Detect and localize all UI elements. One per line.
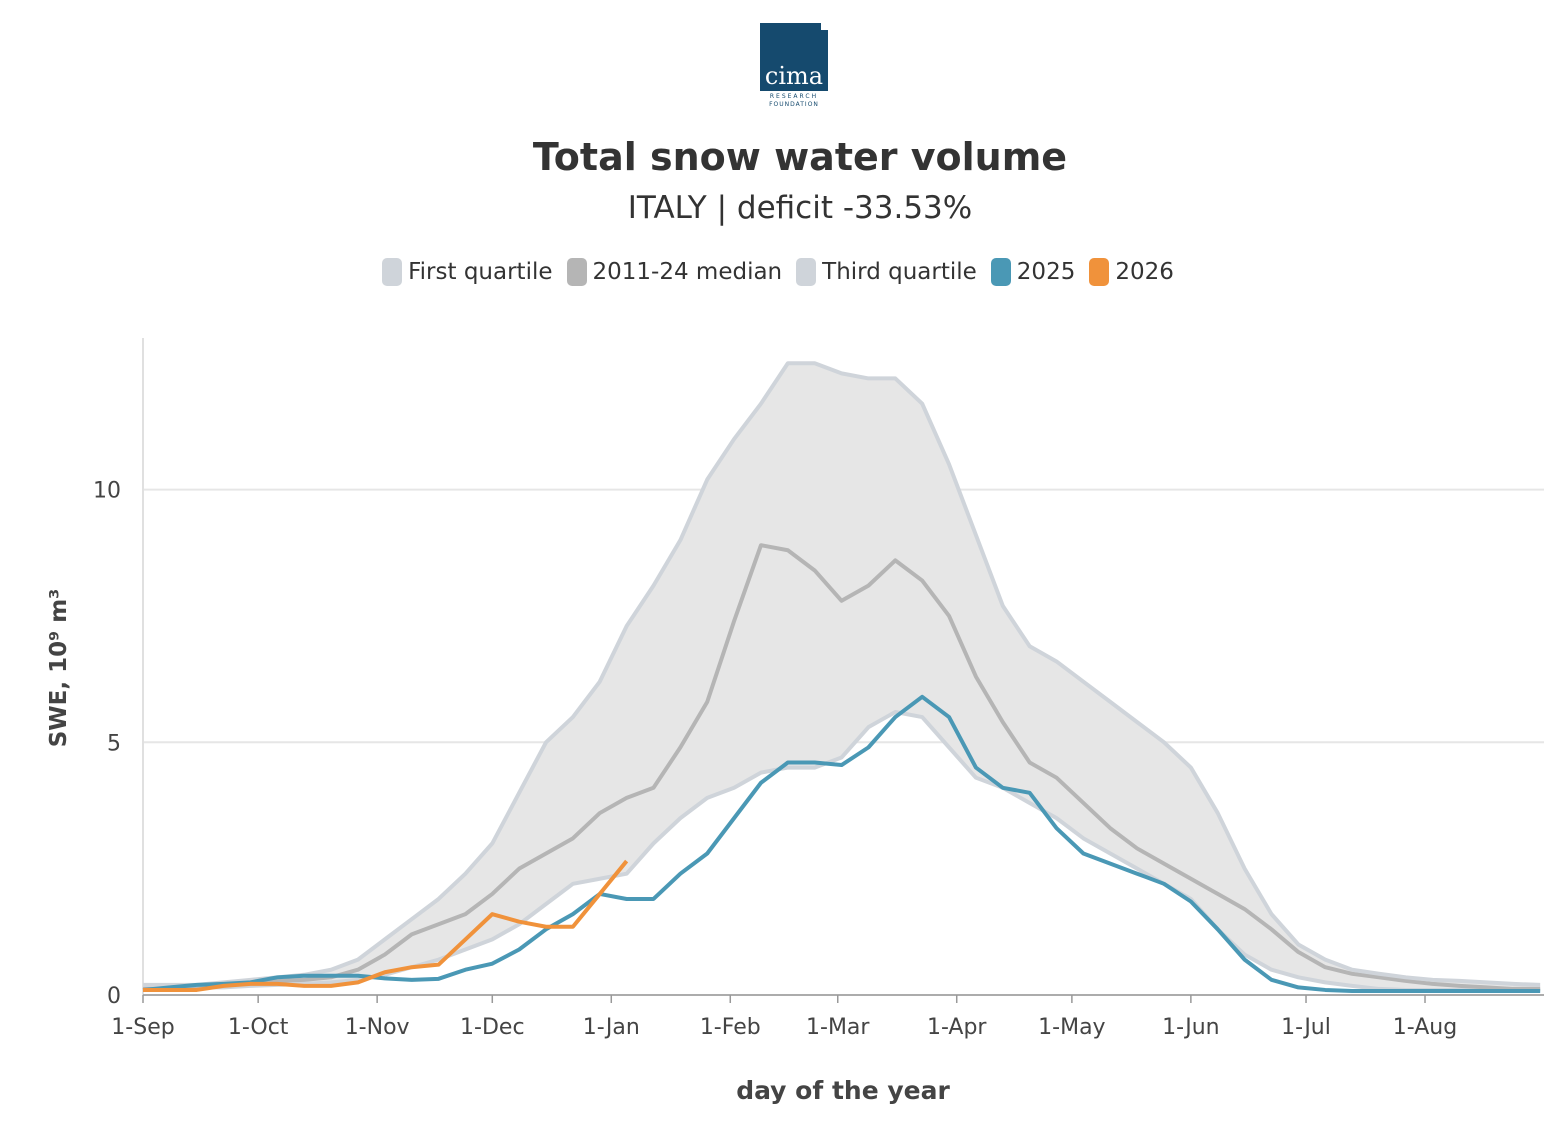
legend-item[interactable]: 2025 — [990, 258, 1076, 286]
x-tick-label: 1-Dec — [460, 1015, 525, 1040]
x-tick-label: 1-Jan — [583, 1015, 640, 1040]
legend-label: First quartile — [408, 259, 553, 285]
legend-label: 2025 — [1016, 259, 1076, 285]
y-tick-label: 10 — [93, 479, 121, 504]
x-axis-label: day of the year — [736, 1076, 950, 1105]
logo-box — [760, 23, 828, 91]
logo-sub: RESEARCH — [770, 93, 818, 100]
x-tick-label: 1-Mar — [806, 1015, 870, 1040]
series-line — [143, 361, 1541, 987]
x-tick-label: 1-Sep — [111, 1015, 174, 1040]
x-tick-label: 1-Feb — [700, 1015, 761, 1040]
y-tick-label: 5 — [107, 731, 121, 756]
chart-title: Total snow water volume — [533, 135, 1067, 179]
legend-label: 2011-24 median — [592, 259, 783, 285]
legend-label: 2026 — [1115, 259, 1174, 285]
y-axis-label: SWE, 10⁹ m³ — [46, 589, 72, 748]
legend-label: Third quartile — [822, 259, 977, 285]
x-tick-label: 1-Oct — [228, 1015, 289, 1040]
series-line — [143, 543, 1541, 991]
chart-subtitle: ITALY | deficit -33.53% — [628, 190, 972, 226]
legend-swatch — [1089, 258, 1110, 286]
x-tick-label: 1-Nov — [345, 1015, 410, 1040]
legend-item[interactable]: First quartile — [382, 258, 553, 286]
x-tick-label: 1-Jul — [1281, 1015, 1331, 1040]
legend-item[interactable]: Third quartile — [796, 258, 977, 286]
legend-swatch — [566, 258, 587, 286]
x-tick-label: 1-Apr — [927, 1015, 987, 1040]
legend-swatch — [382, 258, 403, 286]
x-tick-label: 1-Jun — [1162, 1015, 1220, 1040]
quartile-band — [143, 363, 1541, 990]
x-tick-label: 1-May — [1038, 1015, 1105, 1040]
legend: First quartile 2011-24 median Third quarti… — [0, 258, 1556, 286]
logo-text: cima — [765, 62, 823, 90]
y-tick-label: 0 — [107, 984, 121, 1009]
legend-item[interactable]: 2026 — [1089, 258, 1174, 286]
legend-item[interactable]: 2011-24 median — [566, 258, 783, 286]
x-tick-label: 1-Aug — [1393, 1015, 1457, 1040]
series-line — [143, 859, 629, 992]
legend-swatch — [990, 258, 1011, 286]
logo-sub: FOUNDATION — [769, 101, 819, 108]
logo-corner — [821, 23, 828, 30]
legend-swatch — [796, 258, 817, 286]
